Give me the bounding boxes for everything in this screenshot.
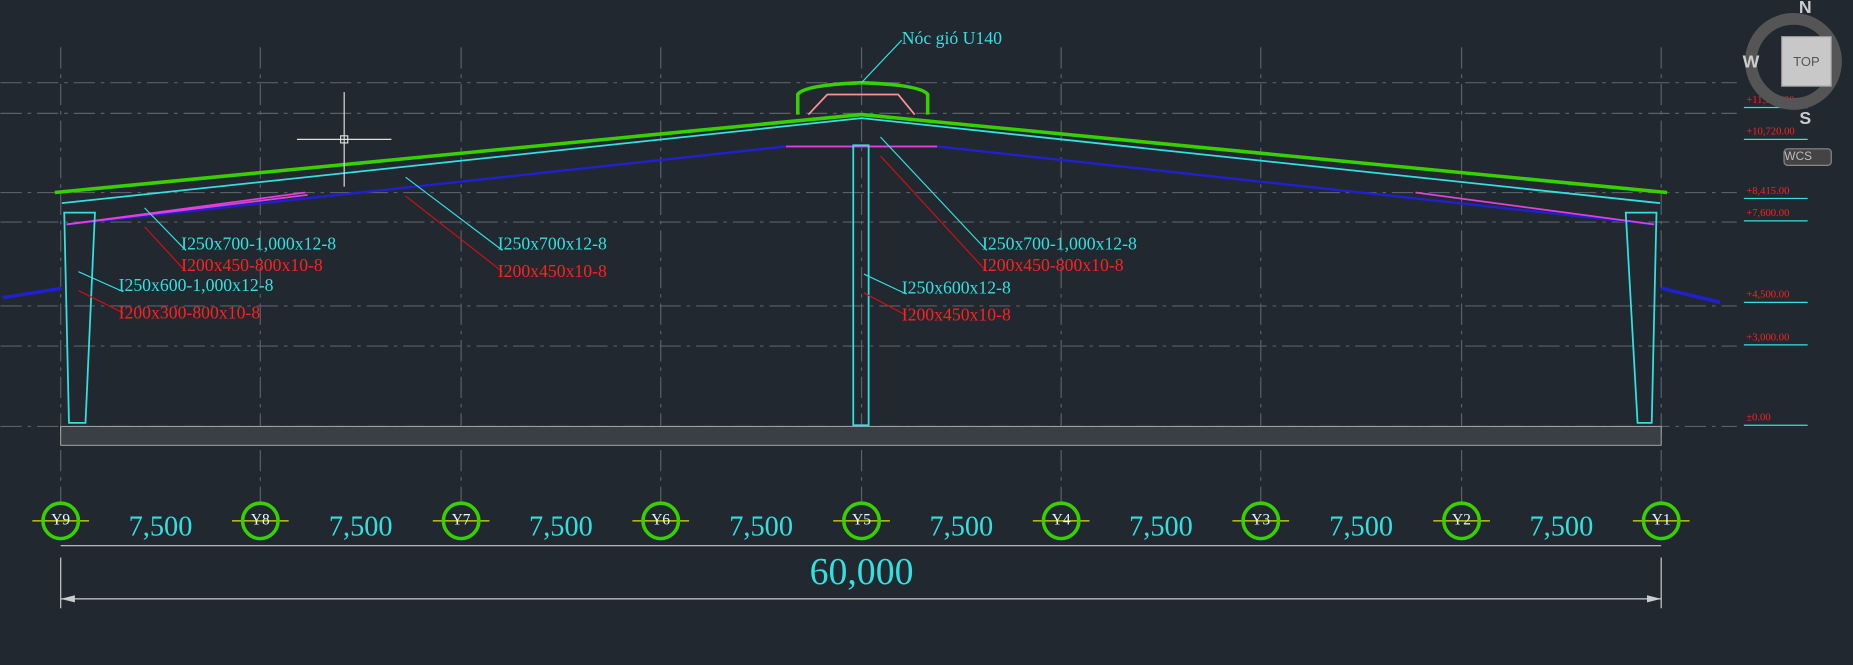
leader bbox=[78, 290, 124, 314]
elevation-label: +3,000.00 bbox=[1746, 332, 1789, 343]
member-section: I250x700-1,000x12-8 bbox=[181, 234, 336, 254]
span-dimension: 7,500 bbox=[1129, 512, 1193, 543]
member-section: I250x700x12-8 bbox=[498, 234, 607, 254]
grid-axis-label: Y1 bbox=[1652, 511, 1671, 528]
span-dimension: 7,500 bbox=[529, 512, 593, 543]
elevation-label: +10,720.00 bbox=[1746, 127, 1795, 138]
column-right bbox=[1624, 211, 1658, 424]
grid-bubble bbox=[1641, 501, 1681, 541]
roof-sheet bbox=[54, 112, 1668, 195]
grid-axis-label: Y2 bbox=[1452, 511, 1471, 528]
rafter-top bbox=[61, 117, 1661, 205]
compass-ring bbox=[1745, 12, 1842, 110]
cursor-box bbox=[340, 135, 349, 144]
leader bbox=[144, 226, 187, 273]
grid-axis-label: Y7 bbox=[452, 511, 471, 528]
ridge-vent-frame bbox=[807, 93, 916, 116]
grid-bubble bbox=[441, 501, 481, 541]
member-section: I200x450-800x10-8 bbox=[181, 255, 323, 275]
elevation-label: ±0.00 bbox=[1746, 413, 1770, 424]
member-section: I200x450x10-8 bbox=[902, 305, 1011, 325]
wcs-label[interactable]: WCS bbox=[1784, 149, 1812, 163]
viewcube-face[interactable] bbox=[1781, 36, 1832, 87]
span-dimension: 7,500 bbox=[729, 512, 793, 543]
total-dimension: 60,000 bbox=[810, 551, 914, 593]
elevation-label: +8,415.00 bbox=[1746, 186, 1789, 197]
grid-bubble bbox=[1041, 501, 1081, 541]
viewcube[interactable]: TOP N W S WCS bbox=[1743, 0, 1842, 166]
span-dimension: 7,500 bbox=[929, 512, 993, 543]
member-section: I200x300-800x10-8 bbox=[119, 302, 261, 322]
span-dimension: 7,500 bbox=[1329, 512, 1393, 543]
grid-bubble bbox=[842, 501, 882, 541]
structure: Nóc gió U140 I250x700-1,000x12-8I200x450… bbox=[2, 28, 1808, 609]
member-section: I250x600-1,000x12-8 bbox=[119, 275, 274, 295]
leader bbox=[880, 136, 988, 251]
leader bbox=[879, 155, 988, 273]
leader bbox=[861, 39, 903, 84]
cursor bbox=[296, 92, 392, 187]
foundation-hatch bbox=[60, 425, 1662, 446]
span-dimension: 7,500 bbox=[329, 512, 393, 543]
member-section: I250x600x12-8 bbox=[902, 277, 1011, 297]
grid-axis-label: Y9 bbox=[51, 511, 70, 528]
span-dimension: 7,500 bbox=[1530, 512, 1594, 543]
compass-label[interactable]: W bbox=[1743, 51, 1760, 71]
compass-label[interactable]: N bbox=[1799, 0, 1812, 17]
leader bbox=[78, 271, 124, 293]
grid-bubble bbox=[240, 501, 280, 541]
canopy-right bbox=[1660, 286, 1721, 305]
haunch-left bbox=[66, 191, 306, 226]
leader bbox=[144, 207, 187, 251]
grid-axis-label: Y3 bbox=[1251, 511, 1270, 528]
leader bbox=[863, 292, 907, 316]
elevation-label: +7,600.00 bbox=[1746, 208, 1789, 219]
member-section: I200x450x10-8 bbox=[498, 261, 607, 281]
annotation: Nóc gió U140 bbox=[902, 28, 1002, 48]
member-section: I250x700-1,000x12-8 bbox=[982, 234, 1137, 254]
span-dimension: 7,500 bbox=[129, 512, 193, 543]
leader bbox=[863, 273, 907, 295]
grid-bubble bbox=[641, 501, 681, 541]
member-section: I200x450-800x10-8 bbox=[982, 255, 1124, 275]
column-left bbox=[63, 211, 96, 424]
leader bbox=[405, 176, 503, 251]
compass-label[interactable]: S bbox=[1799, 108, 1811, 128]
viewcube-label[interactable]: TOP bbox=[1793, 54, 1819, 69]
grid-axis-label: Y4 bbox=[1052, 511, 1071, 528]
leader bbox=[405, 195, 503, 273]
grid-axis-label: Y8 bbox=[251, 511, 270, 528]
elevation-label: +4,500.00 bbox=[1746, 290, 1789, 301]
grid-axis-label: Y6 bbox=[651, 511, 670, 528]
grid-axis-label: Y5 bbox=[852, 511, 871, 528]
canopy-left bbox=[2, 286, 63, 300]
grid-bubble bbox=[1442, 501, 1482, 541]
wcs-button[interactable] bbox=[1783, 148, 1832, 166]
column-center bbox=[852, 144, 870, 427]
haunch-right bbox=[1415, 191, 1655, 226]
grid-bubble bbox=[1241, 501, 1281, 541]
grid-bubble bbox=[41, 501, 81, 541]
